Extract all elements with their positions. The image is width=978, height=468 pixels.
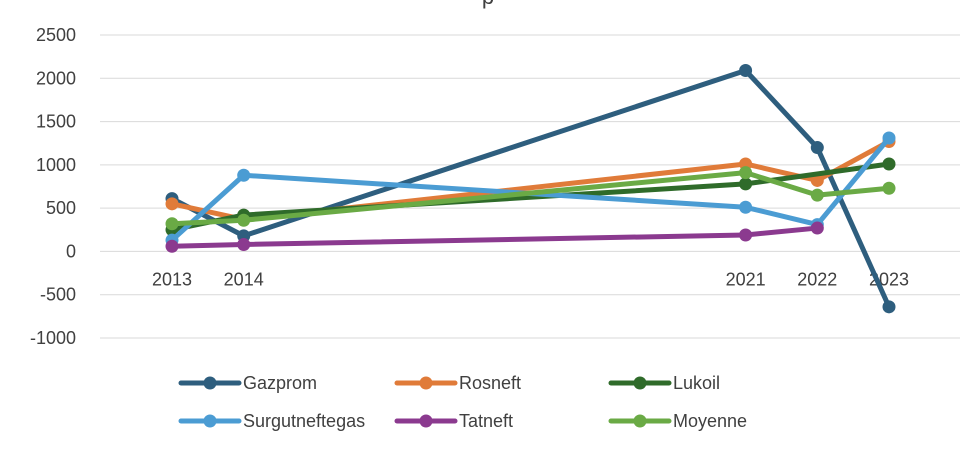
y-tick-label: -500 [40,285,76,305]
legend-item-rosneft: Rosneft [394,373,521,393]
legend-swatch-marker [203,376,217,390]
legend-label: Rosneft [459,373,521,393]
legend-item-lukoil: Lukoil [608,373,720,393]
x-axis-ticks: 2013 2014 2021 2022 2023 [152,269,909,289]
legend-swatch-marker [419,376,433,390]
data-point [165,239,179,253]
legend: Gazprom Rosneft Lukoil Surgutneftegas Tatnef… [178,373,747,431]
y-tick-label: 1000 [36,155,76,175]
legend-label: Lukoil [673,373,720,393]
legend-swatch-marker [419,414,433,428]
legend-label: Moyenne [673,411,747,431]
legend-item-gazprom: Gazprom [178,373,317,393]
legend-label: Gazprom [243,373,317,393]
series-line [169,225,820,249]
data-point [882,181,896,195]
gridlines [100,34,960,339]
y-tick-label: 500 [46,198,76,218]
data-point [882,157,896,171]
data-point [739,166,753,180]
x-tick-label: 2013 [152,269,192,289]
y-tick-label: 2500 [36,25,76,45]
legend-swatch-marker [633,376,647,390]
legend-swatch-marker [203,414,217,428]
data-point [739,63,753,77]
data-point [237,213,251,227]
x-tick-label: 2022 [797,269,837,289]
series-surgutneftegas [165,131,896,247]
data-point [165,197,179,211]
x-tick-label: 2014 [224,269,264,289]
legend-item-moyenne: Moyenne [608,411,747,431]
y-tick-label: 0 [66,241,76,261]
legend-swatch-marker [633,414,647,428]
legend-label: Surgutneftegas [243,411,365,431]
data-point [810,173,824,187]
data-point [237,168,251,182]
x-tick-label: 2021 [726,269,766,289]
data-point [810,221,824,235]
data-point [165,217,179,231]
legend-item-tatneft: Tatneft [394,411,513,431]
data-point [739,200,753,214]
y-axis-ticks: 2500 2000 1500 1000 500 0 -500 -1000 [30,25,76,348]
series-moyenne [165,166,896,231]
y-tick-label: -1000 [30,328,76,348]
y-tick-label: 2000 [36,68,76,88]
data-point [739,177,753,191]
chart-title-fragment: p [482,0,494,9]
data-point [882,300,896,314]
legend-item-surgutneftegas: Surgutneftegas [178,411,365,431]
data-point [237,238,251,252]
series-lines [165,63,896,314]
data-point [739,228,753,242]
series-tatneft [165,221,824,253]
legend-label: Tatneft [459,411,513,431]
y-tick-label: 1500 [36,112,76,132]
data-point [810,188,824,202]
data-point [882,131,896,145]
data-point [810,141,824,155]
